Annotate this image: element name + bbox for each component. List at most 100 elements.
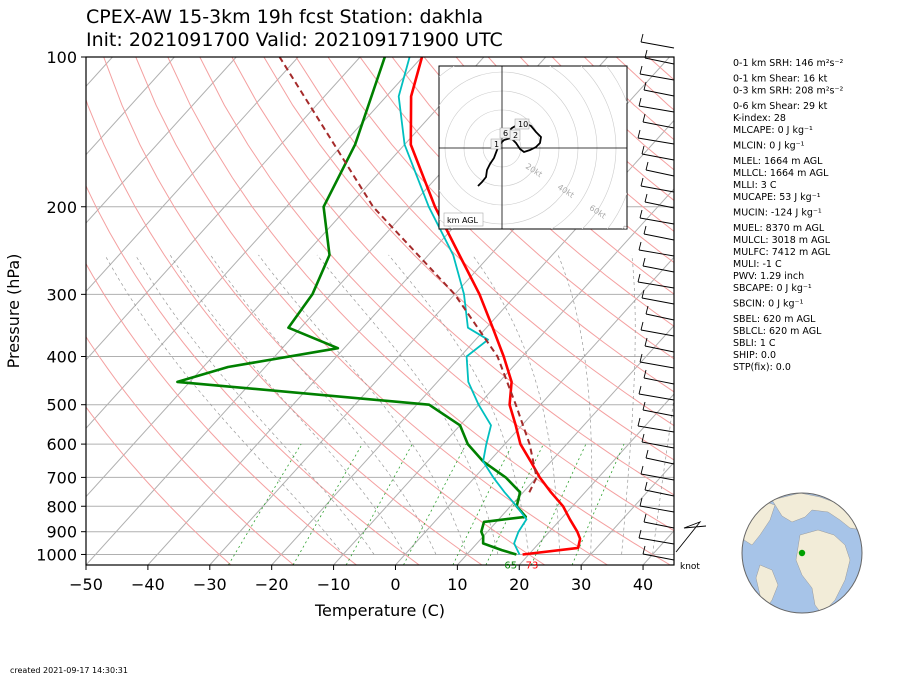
wind-barb bbox=[639, 217, 675, 225]
wind-barb-flag bbox=[638, 97, 642, 107]
dry-adiabat bbox=[86, 406, 232, 565]
wind-barb-flag bbox=[644, 49, 648, 59]
index-line: 0-1 km SRH: 146 m²s⁻² bbox=[733, 58, 843, 69]
moist-adiabat bbox=[316, 254, 499, 555]
wind-barb bbox=[643, 521, 675, 529]
surface-temperature-label: 73 bbox=[526, 560, 539, 571]
wind-barb bbox=[642, 121, 675, 129]
x-axis-label: Temperature (C) bbox=[314, 601, 445, 620]
wind-barb bbox=[640, 185, 675, 193]
surface-dewpoint-label: 65 bbox=[504, 560, 517, 571]
index-line: 0-6 km Shear: 29 kt bbox=[733, 101, 828, 112]
title-line-1: CPEX-AW 15-3km 19h fcst Station: dakhla bbox=[86, 6, 483, 28]
axes: −50 −40 −30 −20 −10 0 10 20 30 40 100 200 300 400 500 6… bbox=[36, 48, 653, 594]
y-tick-label: 800 bbox=[46, 497, 77, 516]
dry-adiabat bbox=[391, 57, 674, 327]
wind-barb bbox=[642, 265, 675, 273]
dry-adiabat bbox=[327, 57, 674, 393]
index-line: MLCIN: 0 J kg⁻¹ bbox=[733, 141, 805, 152]
index-line: 0-3 km SRH: 208 m²s⁻² bbox=[733, 86, 843, 97]
y-axis-label: Pressure (hPa) bbox=[4, 254, 23, 369]
isotherm bbox=[395, 256, 674, 565]
index-line: MUCIN: -124 J kg⁻¹ bbox=[733, 208, 822, 219]
index-line: MLLCL: 1664 m AGL bbox=[733, 168, 829, 179]
x-tick-label: −20 bbox=[255, 575, 289, 594]
index-line: MLLI: 3 C bbox=[733, 180, 777, 191]
wind-barb bbox=[637, 281, 675, 289]
index-line: K-index: 28 bbox=[733, 113, 786, 124]
dry-adiabat bbox=[455, 57, 674, 264]
hodograph-km-label: 2 bbox=[513, 131, 518, 140]
index-line: MULFC: 7412 m AGL bbox=[733, 247, 831, 258]
isotherm bbox=[271, 119, 674, 565]
moist-adiabat bbox=[472, 254, 561, 555]
x-tick-label: 30 bbox=[571, 575, 591, 594]
wind-barb-flag bbox=[638, 529, 642, 539]
dry-adiabat bbox=[359, 57, 674, 360]
parcel-line bbox=[278, 57, 538, 493]
wind-barb bbox=[642, 553, 675, 561]
wind-barb-flag bbox=[642, 545, 646, 555]
wind-barb-flag bbox=[645, 161, 649, 171]
isotherm bbox=[580, 461, 674, 565]
x-tick-label: 0 bbox=[390, 575, 400, 594]
index-line: SBLCL: 620 m AGL bbox=[733, 326, 822, 337]
hodograph-km-label: 6 bbox=[503, 129, 508, 138]
wind-barb-flag bbox=[644, 337, 648, 347]
hodograph-km-box bbox=[499, 127, 511, 139]
wind-barb-flag bbox=[642, 257, 646, 267]
moist-adiabat bbox=[557, 254, 593, 555]
x-tick-label: 20 bbox=[509, 575, 529, 594]
dry-adiabat bbox=[103, 57, 546, 565]
dewpoint-line bbox=[176, 57, 528, 556]
wind-barb bbox=[637, 425, 675, 433]
hodograph-km-box bbox=[490, 138, 502, 150]
index-line: MULCL: 3018 m AGL bbox=[733, 235, 831, 246]
wind-barb bbox=[675, 521, 707, 553]
wind-barb-flag bbox=[640, 465, 644, 475]
wind-barb bbox=[638, 105, 675, 113]
wind-barb bbox=[640, 473, 675, 481]
indices-panel: 0-1 km SRH: 146 m²s⁻² 0-1 km Shear: 16 kt… bbox=[733, 58, 843, 373]
isotherm bbox=[456, 324, 674, 565]
moist-adiabat bbox=[135, 254, 375, 555]
index-line: SBCIN: 0 J kg⁻¹ bbox=[733, 299, 804, 310]
hodograph-legend: km AGL bbox=[447, 216, 479, 225]
wind-barb bbox=[638, 249, 675, 257]
dry-adiabat bbox=[167, 57, 671, 565]
wind-barb-flag bbox=[644, 481, 648, 491]
wind-barb-flag bbox=[639, 497, 643, 507]
wind-barb bbox=[638, 537, 675, 545]
mixing-ratio-line bbox=[345, 443, 413, 565]
wind-barb-flag bbox=[642, 113, 646, 123]
wind-barb bbox=[644, 201, 675, 209]
wind-barb bbox=[645, 169, 675, 177]
hodograph-ring-label: 80kt bbox=[620, 224, 640, 241]
index-line: SBCAPE: 0 J kg⁻¹ bbox=[733, 283, 812, 294]
wind-barb-flag bbox=[641, 433, 645, 443]
wind-barb bbox=[645, 313, 675, 321]
index-line: PWV: 1.29 inch bbox=[733, 271, 804, 282]
isotherm bbox=[86, 57, 423, 429]
wind-barb-flag bbox=[643, 81, 647, 91]
wind-barb-flag bbox=[643, 225, 647, 235]
wind-barb bbox=[637, 137, 675, 145]
dry-adiabat bbox=[263, 57, 674, 461]
moist-adiabat bbox=[652, 396, 674, 555]
dry-adiabat bbox=[135, 57, 608, 565]
y-tick-label: 500 bbox=[46, 396, 77, 415]
wind-barb-flag bbox=[645, 305, 649, 315]
wind-barb-flag bbox=[641, 289, 645, 299]
wind-barb-flag bbox=[640, 321, 644, 331]
wetbulb-line bbox=[397, 57, 528, 555]
x-tick-label: −50 bbox=[69, 575, 103, 594]
index-line: MLCAPE: 0 J kg⁻¹ bbox=[733, 125, 813, 136]
wind-barb bbox=[643, 377, 675, 385]
created-timestamp: created 2021-09-17 14:30:31 bbox=[10, 666, 128, 675]
mixing-ratio-line bbox=[452, 443, 513, 565]
wind-barb-flag bbox=[644, 193, 648, 203]
dry-adiabat bbox=[86, 98, 483, 565]
dry-adiabat bbox=[86, 184, 420, 565]
wind-barb-flag bbox=[638, 385, 642, 395]
